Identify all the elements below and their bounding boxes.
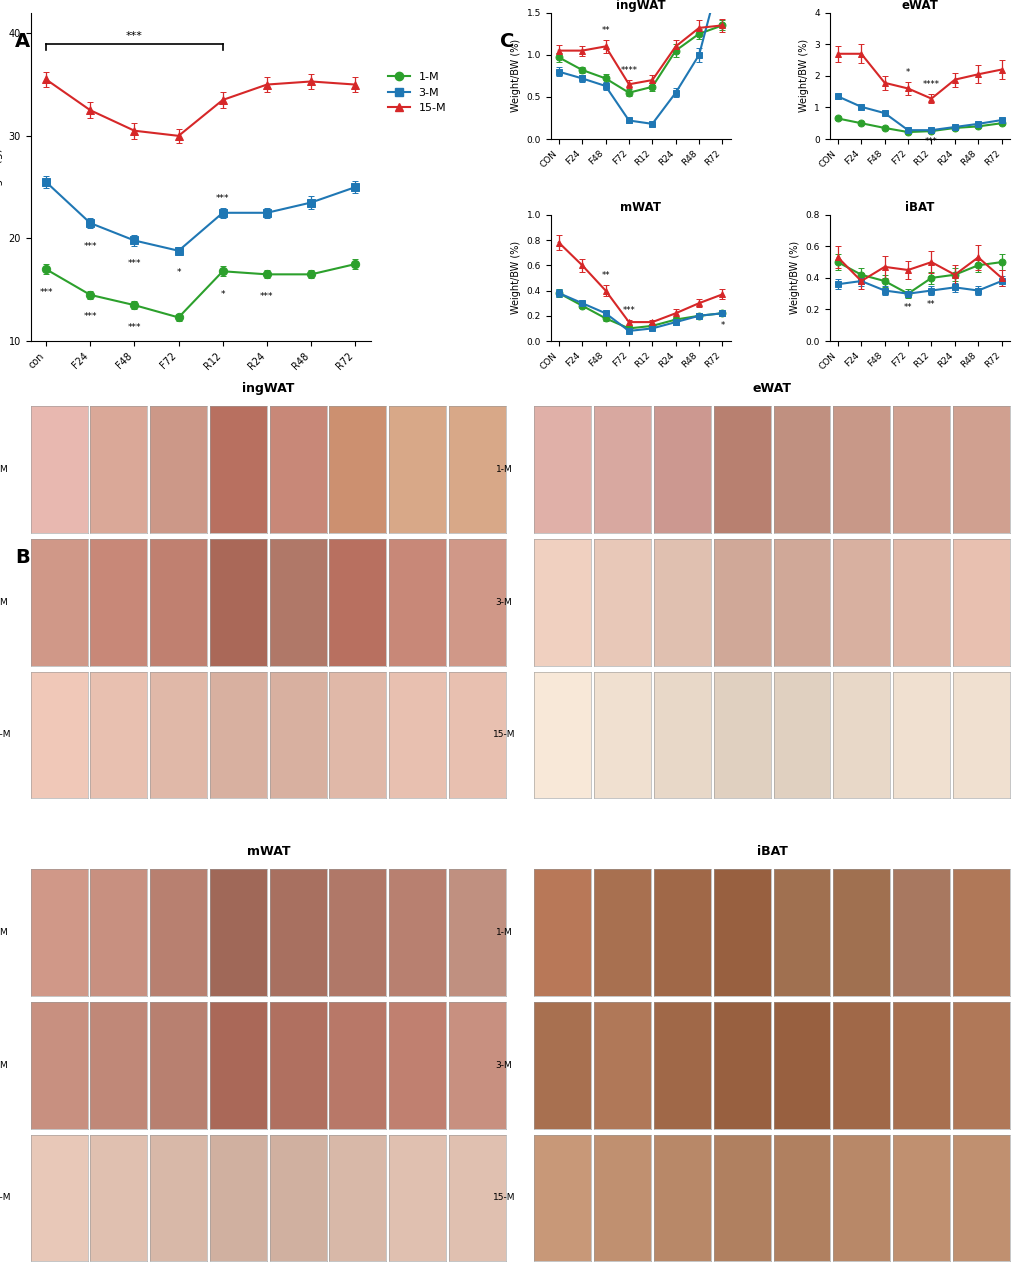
Text: F48: F48 bbox=[675, 874, 689, 884]
Text: *: * bbox=[176, 269, 180, 278]
Text: F72: F72 bbox=[735, 412, 749, 420]
Text: R24: R24 bbox=[854, 874, 868, 884]
Text: ***: *** bbox=[127, 322, 141, 331]
Text: B: B bbox=[15, 548, 30, 567]
Text: iBAT: iBAT bbox=[756, 845, 787, 859]
Text: R72: R72 bbox=[973, 874, 987, 884]
Text: R48: R48 bbox=[410, 874, 425, 884]
Y-axis label: 15-M: 15-M bbox=[492, 1194, 515, 1203]
Y-axis label: 15-M: 15-M bbox=[0, 1194, 11, 1203]
Text: ***: *** bbox=[127, 259, 141, 268]
Text: **: ** bbox=[926, 301, 934, 310]
Text: F24: F24 bbox=[112, 874, 125, 884]
Y-axis label: Weight/BW (%): Weight/BW (%) bbox=[790, 241, 799, 315]
Title: ingWAT: ingWAT bbox=[615, 0, 664, 11]
Text: CON: CON bbox=[51, 412, 67, 420]
Y-axis label: 15-M: 15-M bbox=[0, 730, 11, 739]
Text: ***: *** bbox=[260, 292, 273, 301]
Y-axis label: Weight/BW (%): Weight/BW (%) bbox=[511, 39, 521, 112]
Text: R12: R12 bbox=[290, 874, 306, 884]
Text: ****: **** bbox=[922, 80, 940, 89]
Text: eWAT: eWAT bbox=[752, 382, 791, 395]
Text: R12: R12 bbox=[794, 412, 809, 420]
Text: *: * bbox=[905, 68, 909, 78]
Text: R48: R48 bbox=[410, 412, 425, 420]
Text: F24: F24 bbox=[615, 412, 629, 420]
Y-axis label: 3-M: 3-M bbox=[495, 1061, 512, 1070]
Y-axis label: 1-M: 1-M bbox=[495, 465, 512, 474]
Text: **: ** bbox=[601, 25, 609, 34]
Y-axis label: 15-M: 15-M bbox=[492, 730, 515, 739]
Text: F72: F72 bbox=[231, 412, 246, 420]
Text: R24: R24 bbox=[854, 412, 868, 420]
Text: CON: CON bbox=[554, 874, 571, 884]
Text: R72: R72 bbox=[470, 412, 484, 420]
Text: ***: *** bbox=[40, 288, 53, 297]
Text: R72: R72 bbox=[470, 874, 484, 884]
Text: **: ** bbox=[601, 271, 609, 280]
Text: ***: *** bbox=[622, 306, 635, 315]
Text: F48: F48 bbox=[171, 412, 185, 420]
Y-axis label: 3-M: 3-M bbox=[0, 598, 8, 606]
Text: ***: *** bbox=[84, 312, 97, 321]
Text: A: A bbox=[15, 32, 31, 51]
Text: F24: F24 bbox=[112, 412, 125, 420]
Y-axis label: Weight/BW (%): Weight/BW (%) bbox=[511, 241, 521, 315]
Text: mWAT: mWAT bbox=[247, 845, 289, 859]
Text: R12: R12 bbox=[290, 412, 306, 420]
Text: F24: F24 bbox=[615, 874, 629, 884]
Text: R24: R24 bbox=[351, 874, 365, 884]
Text: *: * bbox=[220, 289, 225, 298]
Text: F48: F48 bbox=[675, 412, 689, 420]
Text: CON: CON bbox=[51, 874, 67, 884]
Text: ingWAT: ingWAT bbox=[242, 382, 294, 395]
Text: ***: *** bbox=[84, 242, 97, 251]
Y-axis label: Weight/BW (%): Weight/BW (%) bbox=[798, 39, 808, 112]
Text: R48: R48 bbox=[913, 874, 928, 884]
Y-axis label: 1-M: 1-M bbox=[0, 927, 8, 938]
Text: F72: F72 bbox=[735, 874, 749, 884]
Y-axis label: 1-M: 1-M bbox=[0, 465, 8, 474]
Y-axis label: 1-M: 1-M bbox=[495, 927, 512, 938]
Title: eWAT: eWAT bbox=[901, 0, 937, 11]
Text: R48: R48 bbox=[913, 412, 928, 420]
Legend: 1-M, 3-M, 15-M: 1-M, 3-M, 15-M bbox=[383, 68, 450, 117]
Title: iBAT: iBAT bbox=[904, 200, 933, 214]
Text: R72: R72 bbox=[973, 412, 987, 420]
Text: **: ** bbox=[903, 303, 911, 312]
Text: R12: R12 bbox=[794, 874, 809, 884]
Text: C: C bbox=[499, 32, 514, 51]
Y-axis label: weight (g): weight (g) bbox=[0, 148, 3, 205]
Text: F48: F48 bbox=[171, 874, 185, 884]
Title: mWAT: mWAT bbox=[620, 200, 660, 214]
Y-axis label: 3-M: 3-M bbox=[495, 598, 512, 606]
Text: *: * bbox=[719, 321, 723, 330]
Text: R24: R24 bbox=[351, 412, 365, 420]
Y-axis label: 3-M: 3-M bbox=[0, 1061, 8, 1070]
Text: CON: CON bbox=[554, 412, 571, 420]
Text: ***: *** bbox=[924, 138, 936, 147]
Text: ****: **** bbox=[620, 66, 637, 75]
Text: ***: *** bbox=[126, 32, 143, 42]
Text: F72: F72 bbox=[231, 874, 246, 884]
Text: ***: *** bbox=[216, 194, 229, 203]
